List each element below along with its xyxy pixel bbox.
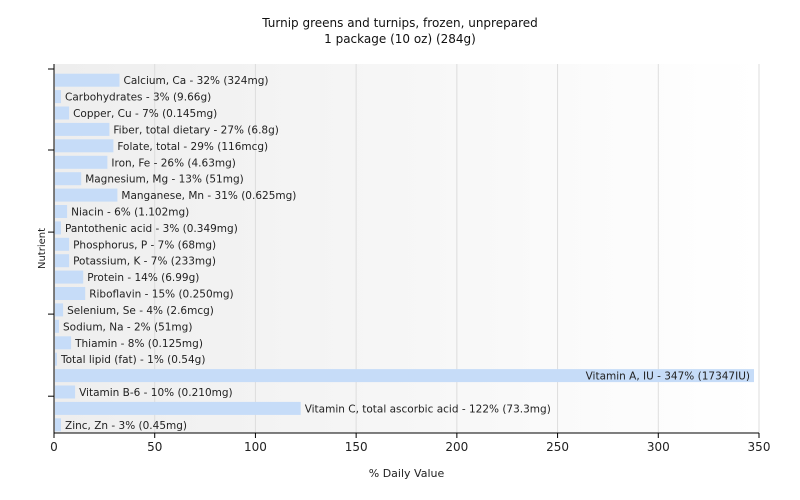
bar <box>55 155 108 169</box>
bar-label: Thiamin - 8% (0.125mg) <box>74 338 203 350</box>
y-axis-title: Nutrient <box>37 228 48 269</box>
bar-label: Phosphorus, P - 7% (68mg) <box>73 239 216 251</box>
chart-title: Turnip greens and turnips, frozen, unpre… <box>262 16 538 30</box>
x-tick-label: 200 <box>445 440 468 454</box>
bar-label: Pantothenic acid - 3% (0.349mg) <box>65 223 238 235</box>
bar <box>55 336 72 350</box>
bar <box>55 122 110 136</box>
bar-label: Niacin - 6% (1.102mg) <box>71 207 189 219</box>
chart-subtitle: 1 package (10 oz) (284g) <box>324 32 476 46</box>
x-axis-title: % Daily Value <box>369 467 445 480</box>
bar-label: Calcium, Ca - 32% (324mg) <box>124 75 269 87</box>
bar-label: Manganese, Mn - 31% (0.625mg) <box>121 190 296 202</box>
bar <box>55 369 754 383</box>
bar <box>55 418 61 432</box>
bar-label: Riboflavin - 15% (0.250mg) <box>89 289 233 301</box>
bar-label: Carbohydrates - 3% (9.66g) <box>65 92 211 104</box>
chart-title-block: Turnip greens and turnips, frozen, unpre… <box>0 15 800 47</box>
x-tick-label: 350 <box>748 440 771 454</box>
bar <box>55 172 82 186</box>
bar <box>55 106 70 120</box>
bar <box>55 139 114 153</box>
x-tick-label: 0 <box>50 440 58 454</box>
bar <box>55 188 118 202</box>
bar-label: Vitamin C, total ascorbic acid - 122% (7… <box>305 403 551 415</box>
bar <box>55 270 84 284</box>
bar-label: Magnesium, Mg - 13% (51mg) <box>85 174 244 186</box>
bar-label: Vitamin B-6 - 10% (0.210mg) <box>79 387 233 399</box>
bar <box>55 254 70 268</box>
bar <box>55 287 86 300</box>
bar <box>55 352 57 366</box>
bar-label: Total lipid (fat) - 1% (0.54g) <box>60 354 205 366</box>
x-tick-label: 300 <box>647 440 670 454</box>
bar-label: Vitamin A, IU - 347% (17347IU) <box>586 371 750 383</box>
x-tick-label: 150 <box>345 440 368 454</box>
bar <box>55 205 68 218</box>
bar <box>55 237 70 251</box>
bar <box>55 385 76 399</box>
bar <box>55 303 64 317</box>
bar <box>55 90 61 104</box>
x-tick-label: 50 <box>147 440 162 454</box>
bar-label: Folate, total - 29% (116mcg) <box>117 141 268 153</box>
bar-label: Copper, Cu - 7% (0.145mg) <box>73 108 217 120</box>
bar-label: Iron, Fe - 26% (4.63mg) <box>111 157 235 169</box>
bar-label: Sodium, Na - 2% (51mg) <box>63 321 192 333</box>
bar <box>55 221 61 235</box>
bar-label: Zinc, Zn - 3% (0.45mg) <box>65 420 187 432</box>
bar <box>55 73 120 87</box>
bar-label: Potassium, K - 7% (233mg) <box>73 256 216 268</box>
x-tick-label: 250 <box>546 440 569 454</box>
bar-label: Selenium, Se - 4% (2.6mcg) <box>67 305 214 317</box>
bar-label: Fiber, total dietary - 27% (6.8g) <box>113 124 278 136</box>
bar-label: Protein - 14% (6.99g) <box>87 272 199 284</box>
x-tick-label: 100 <box>244 440 267 454</box>
bar <box>55 319 59 333</box>
bar <box>55 401 301 415</box>
